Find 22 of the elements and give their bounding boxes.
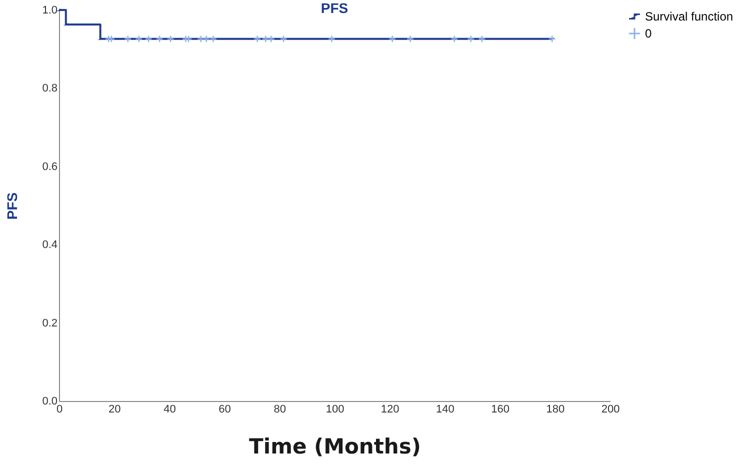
y-tick-label: 1.0 (42, 4, 58, 16)
y-tick-label: 0.6 (42, 160, 58, 173)
x-tick-label: 180 (546, 404, 565, 416)
x-tick-label: 80 (274, 404, 286, 416)
x-tick-label: 20 (108, 404, 121, 416)
y-tick-label: 0.4 (42, 239, 58, 252)
y-axis-title: PFS (4, 192, 20, 220)
x-tick-label: 100 (326, 404, 344, 416)
y-tick-label: 0.0 (42, 396, 58, 408)
x-tick-label: 60 (218, 404, 231, 416)
chart-title: PFS (320, 0, 348, 16)
y-tick-label: 0.8 (42, 82, 58, 95)
legend-label: Survival function (645, 10, 734, 24)
x-tick-label: 160 (491, 404, 510, 416)
x-tick-label: 200 (601, 404, 620, 416)
x-tick-label: 120 (380, 404, 400, 416)
y-tick-label: 0.2 (42, 317, 58, 330)
x-tick-label: 140 (436, 404, 454, 416)
x-axis-title: Time (Months) (249, 434, 421, 458)
legend-label: 0 (645, 26, 652, 40)
x-tick-label: 0 (56, 404, 63, 416)
x-tick-label: 40 (164, 404, 176, 416)
